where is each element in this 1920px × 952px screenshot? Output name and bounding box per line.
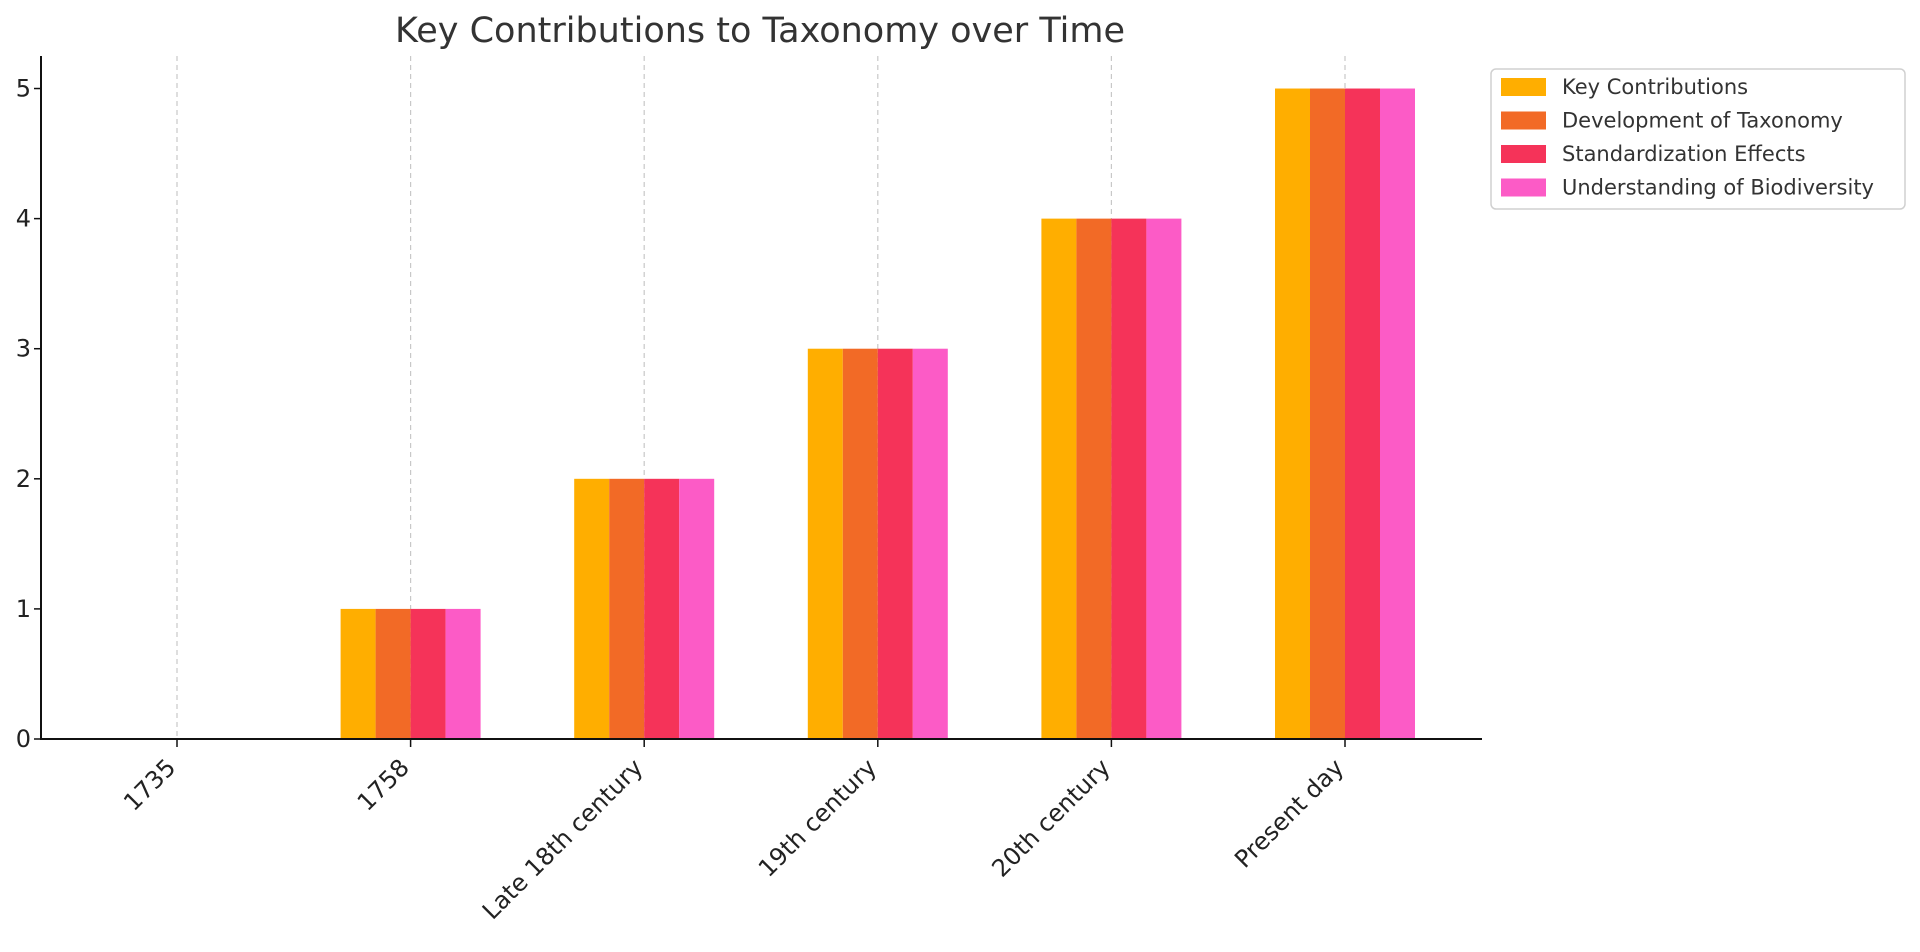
bar xyxy=(609,478,645,739)
bar xyxy=(842,348,878,739)
legend-frame xyxy=(1490,68,1906,210)
x-tick-label: 1758 xyxy=(352,753,415,816)
bar xyxy=(1111,218,1147,740)
bar xyxy=(1041,218,1077,740)
bar xyxy=(877,348,913,739)
bar xyxy=(410,608,446,739)
x-tick-label: Late 18th century xyxy=(477,753,649,925)
y-tick-label: 2 xyxy=(16,465,31,493)
bar xyxy=(644,478,680,739)
legend-swatch xyxy=(1501,178,1546,197)
bar xyxy=(340,608,376,739)
bar xyxy=(1146,218,1182,740)
y-tick-label: 5 xyxy=(16,75,31,103)
x-tick-label: 1735 xyxy=(118,753,181,816)
bar xyxy=(1310,88,1345,740)
y-tick-label: 4 xyxy=(16,205,31,233)
chart-title: Key Contributions to Taxonomy over Time xyxy=(395,11,1125,51)
legend-label: Understanding of Biodiversity xyxy=(1562,176,1874,200)
y-tick-label: 1 xyxy=(16,595,31,623)
y-tick-label: 0 xyxy=(16,725,31,753)
x-ticks: 1735 1758 Late 18th century 19th century 20t… xyxy=(118,739,1349,925)
legend-swatch xyxy=(1501,78,1546,96)
y-ticks: 0 1 2 3 4 5 xyxy=(16,75,41,753)
bar xyxy=(1380,88,1415,740)
y-tick-label: 3 xyxy=(16,335,31,363)
legend-label: Development of Taxonomy xyxy=(1562,109,1843,133)
bar xyxy=(574,478,610,739)
bar xyxy=(445,608,481,739)
legend-swatch xyxy=(1501,111,1546,130)
bar xyxy=(375,608,411,739)
axes xyxy=(40,56,1482,740)
legend-swatch xyxy=(1501,145,1546,163)
bar xyxy=(912,348,948,739)
legend: Key Contributions Development of Taxonomy… xyxy=(1490,68,1906,210)
bar xyxy=(1275,88,1310,740)
bar xyxy=(679,478,715,739)
legend-label: Standardization Effects xyxy=(1562,142,1806,166)
bar xyxy=(1345,88,1380,740)
bar xyxy=(807,348,843,739)
x-tick-label: Present day xyxy=(1229,753,1349,873)
bars xyxy=(340,88,1415,740)
x-tick-label: 20th century xyxy=(986,753,1115,882)
x-tick-label: 19th century xyxy=(753,753,882,882)
legend-label: Key Contributions xyxy=(1562,75,1748,99)
bar xyxy=(1076,218,1112,740)
